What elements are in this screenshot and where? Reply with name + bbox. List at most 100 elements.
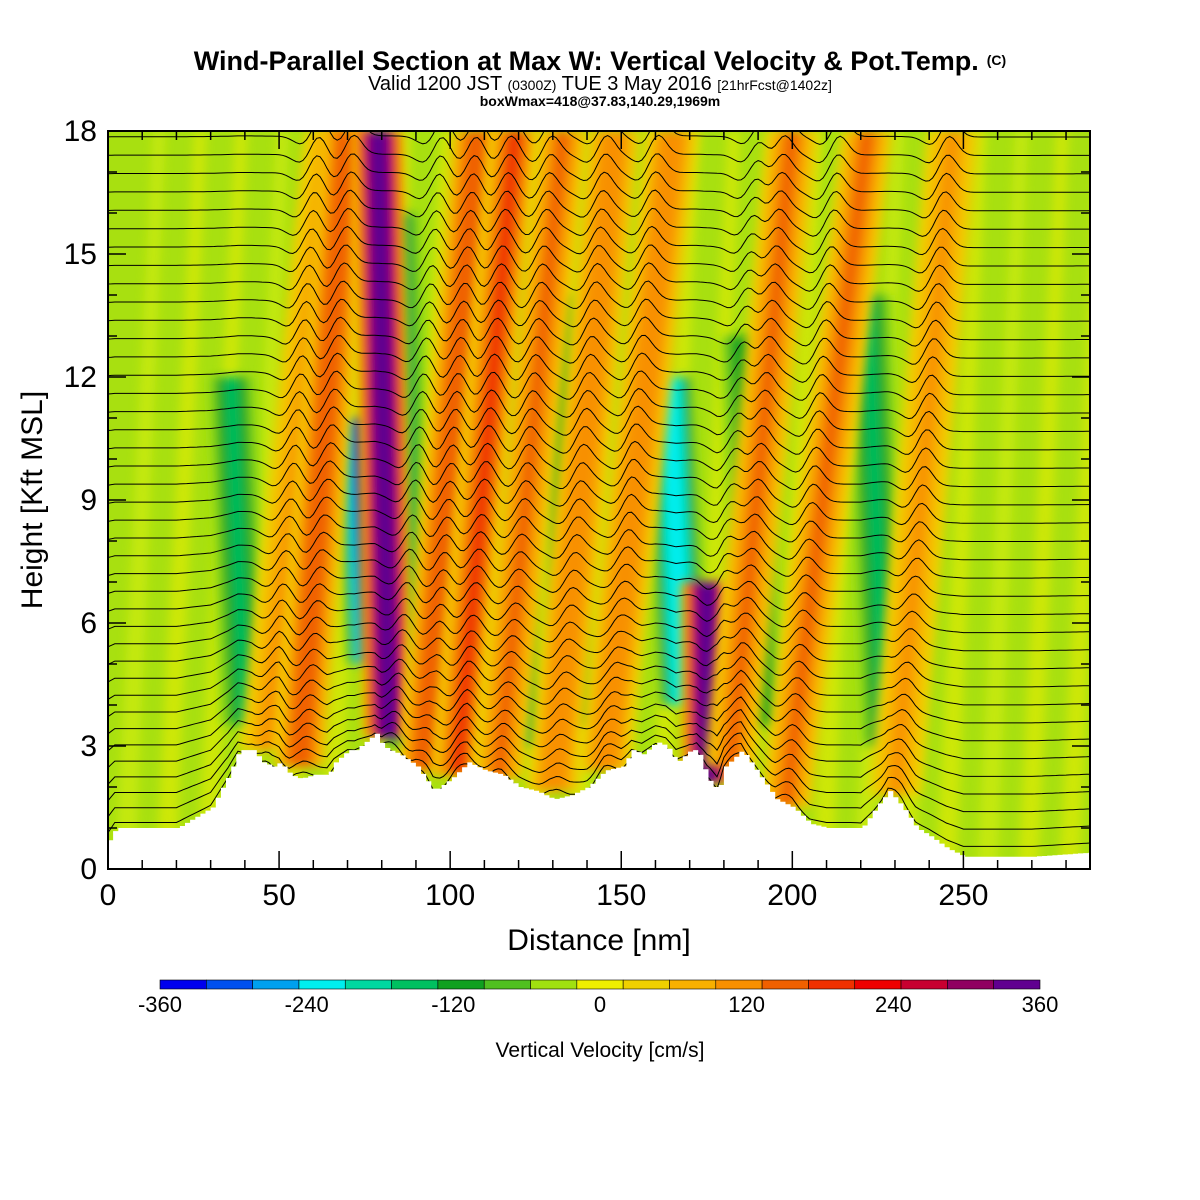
y-tick-label-0: 0 bbox=[80, 853, 97, 886]
x-axis-title: Distance [nm] bbox=[507, 924, 690, 957]
theta-contour-15 bbox=[108, 546, 1090, 579]
theta-contour-19 bbox=[108, 476, 1090, 508]
theta-contour-28 bbox=[108, 316, 1090, 347]
theta-contour-17 bbox=[108, 511, 1090, 543]
colorbar-swatch-16 bbox=[900, 979, 948, 990]
theta-contour-8 bbox=[108, 656, 1090, 706]
y-tick-label-12: 12 bbox=[64, 361, 97, 394]
colorbar-swatch-5 bbox=[391, 979, 439, 990]
theta-contour-24 bbox=[108, 388, 1090, 420]
chart-info-line: boxWmax=418@37.83,140.29,1969m bbox=[480, 93, 721, 109]
weak-updraft-streak-21 bbox=[977, 131, 1028, 869]
updraft-band-9-level-3 bbox=[724, 131, 799, 767]
x-tick-label-250: 250 bbox=[938, 879, 988, 912]
colorbar-swatch-12 bbox=[715, 979, 763, 990]
colorbar-swatch-6 bbox=[437, 979, 485, 990]
colorbar-swatch-1 bbox=[206, 979, 253, 990]
updraft-band-3-level-3 bbox=[411, 131, 489, 771]
theta-contour-36 bbox=[108, 171, 1090, 201]
theta-contour-11 bbox=[108, 612, 1090, 652]
colorbar-swatch-11 bbox=[669, 979, 717, 990]
y-tick-label-3: 3 bbox=[80, 730, 97, 763]
theta-contour-12 bbox=[108, 596, 1090, 634]
weak-updraft-streak-22 bbox=[1018, 131, 1069, 869]
chart-title: Wind-Parallel Section at Max W: Vertical… bbox=[194, 46, 1006, 76]
updraft-band-10-level-3 bbox=[779, 131, 874, 808]
theta-contour-4 bbox=[108, 709, 1090, 777]
x-tick-label-0: 0 bbox=[100, 879, 117, 912]
updraft-band-5 bbox=[472, 131, 590, 779]
colorbar-swatch-3 bbox=[298, 979, 346, 990]
theta-contour-33 bbox=[108, 225, 1090, 256]
colorbar-swatch-15 bbox=[854, 979, 902, 990]
x-axis: 0 50 100 150 200 250 bbox=[100, 131, 1067, 912]
colorbar-swatch-18 bbox=[993, 979, 1041, 990]
colorbar-swatch-9 bbox=[576, 979, 624, 990]
theta-contour-25 bbox=[108, 370, 1090, 402]
theta-contour-14 bbox=[108, 563, 1090, 597]
colorbar-swatch-17 bbox=[947, 979, 994, 990]
theta-contour-2 bbox=[108, 732, 1090, 813]
colorbar-label-0: -360 bbox=[138, 992, 182, 1017]
theta-contour-32 bbox=[108, 244, 1090, 274]
weak-updraft-streak-1 bbox=[156, 131, 207, 869]
terrain-mask bbox=[108, 733, 1090, 869]
colorbar-swatch-8 bbox=[530, 979, 578, 990]
updraft-band-1-level-3 bbox=[288, 131, 359, 767]
colorbar-swatch-4 bbox=[344, 979, 392, 990]
colorbar-label-6: 360 bbox=[1022, 992, 1059, 1017]
colorbar-label-2: -120 bbox=[431, 992, 475, 1017]
updraft-band-6 bbox=[526, 131, 641, 792]
theta-contour-37 bbox=[108, 153, 1090, 182]
theta-contour-1 bbox=[108, 739, 1090, 830]
colorbar-swatch-10 bbox=[622, 979, 670, 990]
theta-contour-22 bbox=[108, 423, 1090, 455]
updraft-band-2-level-10 bbox=[372, 131, 395, 738]
updraft-band-4-level-4 bbox=[451, 131, 522, 775]
downdraft-band-0-level-3 bbox=[225, 377, 251, 726]
theta-contour-38 bbox=[108, 134, 1090, 164]
x-tick-label-50: 50 bbox=[262, 879, 295, 912]
theta-contour-34 bbox=[108, 207, 1090, 237]
colorbar-swatch-7 bbox=[483, 979, 531, 990]
x-tick-label-200: 200 bbox=[767, 879, 817, 912]
updraft-band-9 bbox=[704, 131, 819, 767]
colorbar: -360 -240 -120 0 120 240 360 bbox=[138, 979, 1059, 1017]
colorbar-title: Vertical Velocity [cm/s] bbox=[496, 1039, 705, 1062]
colorbar-label-3: 0 bbox=[594, 992, 606, 1017]
x-tick-label-150: 150 bbox=[596, 879, 646, 912]
y-tick-label-9: 9 bbox=[80, 484, 97, 517]
updraft-band-2 bbox=[352, 131, 415, 738]
updraft-band-11-level-2 bbox=[888, 131, 960, 796]
y-tick-label-15: 15 bbox=[64, 238, 97, 271]
theta-contour-6 bbox=[108, 683, 1090, 742]
updraft-band-5-level-3 bbox=[492, 131, 570, 779]
updraft-band-1 bbox=[273, 131, 374, 767]
theta-contour-7 bbox=[108, 669, 1090, 724]
theta-contour-31 bbox=[108, 262, 1090, 292]
theta-contour-16 bbox=[108, 529, 1090, 561]
theta-contour-5 bbox=[108, 696, 1090, 760]
y-axis: 0 3 6 9 12 15 18 bbox=[64, 115, 1090, 886]
theta-contour-3 bbox=[108, 721, 1090, 795]
updraft-band-6-level-2 bbox=[540, 131, 628, 792]
theta-contour-9 bbox=[108, 642, 1090, 688]
x-tick-label-100: 100 bbox=[425, 879, 475, 912]
theta-contour-18 bbox=[108, 493, 1090, 526]
colorbar-swatch-2 bbox=[252, 979, 300, 990]
colorbar-label-4: 120 bbox=[728, 992, 765, 1017]
theta-contour-20 bbox=[108, 458, 1090, 491]
y-tick-label-18: 18 bbox=[64, 115, 97, 148]
theta-contour-35 bbox=[108, 189, 1090, 219]
updraft-band-10 bbox=[759, 131, 894, 808]
theta-contour-21 bbox=[108, 440, 1090, 473]
colorbar-swatch-0 bbox=[159, 979, 207, 990]
colorbar-swatch-13 bbox=[761, 979, 809, 990]
updraft-band-7-level-2 bbox=[591, 131, 686, 771]
y-tick-label-6: 6 bbox=[80, 607, 97, 640]
theta-contour-39 bbox=[108, 131, 1090, 145]
colorbar-label-1: -240 bbox=[285, 992, 329, 1017]
y-axis-title: Height [Kft MSL] bbox=[16, 391, 49, 609]
theta-contour-30 bbox=[108, 280, 1090, 310]
